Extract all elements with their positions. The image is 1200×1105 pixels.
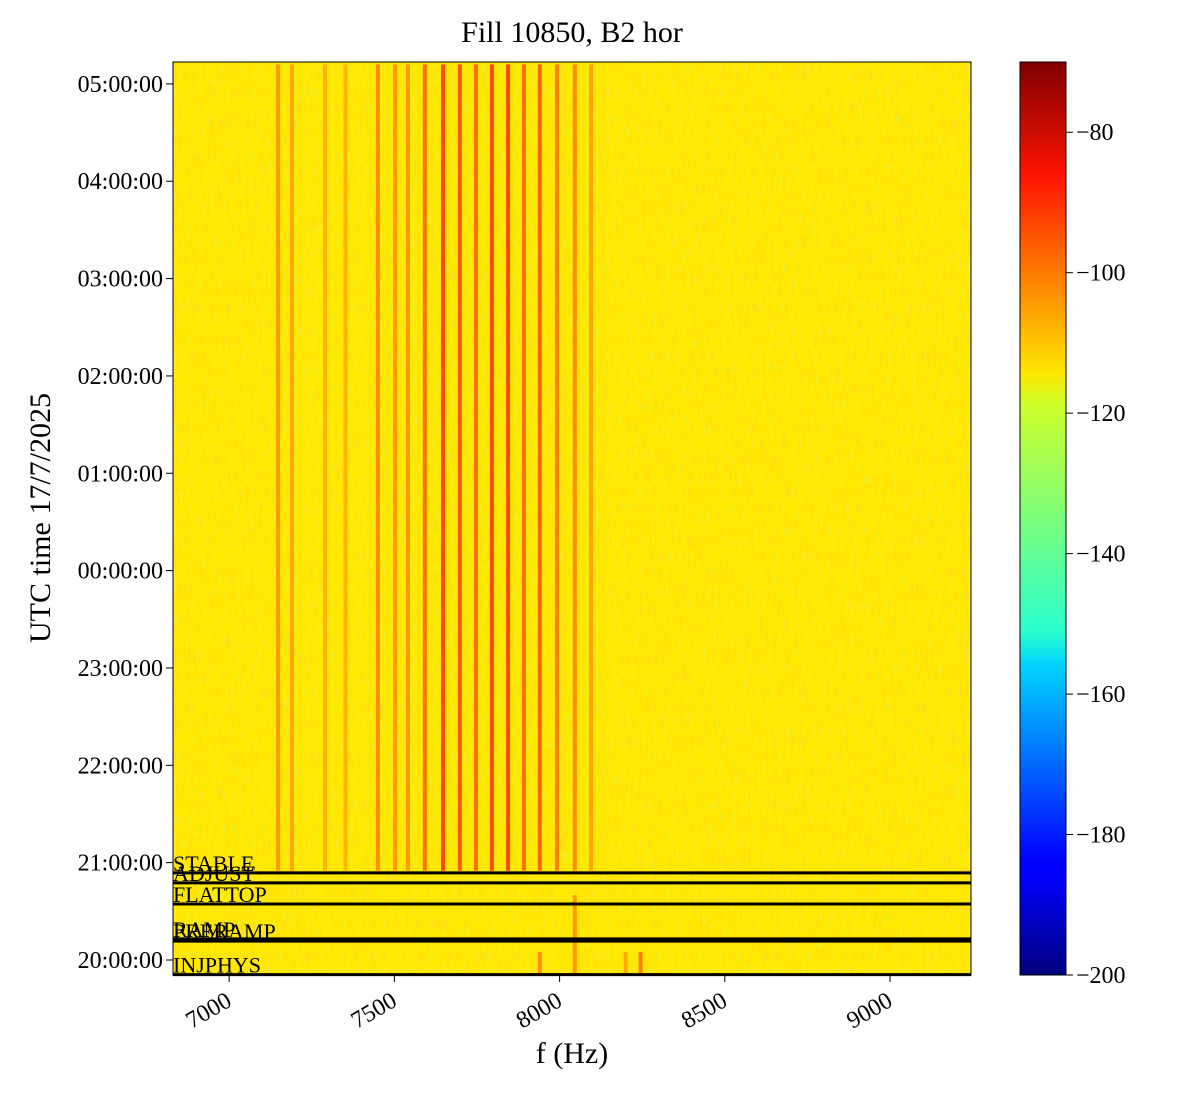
stripe	[422, 64, 427, 871]
colorbar-tick-label: −140	[1076, 542, 1126, 568]
colorbar-tick-label: −100	[1076, 261, 1126, 287]
phase-label: INJPHYS	[173, 953, 261, 978]
colorbar	[1019, 61, 1067, 976]
y-axis-label: UTC time 17/7/2025	[24, 393, 57, 643]
stripe	[474, 64, 479, 871]
stripe	[537, 951, 542, 973]
y-tick-label: 01:00:00	[78, 461, 163, 487]
y-tick-label: 03:00:00	[78, 267, 163, 293]
y-tick-label: 05:00:00	[78, 72, 163, 98]
x-tick-label: 9000	[842, 988, 897, 1035]
x-tick-label: 7000	[182, 988, 237, 1035]
stripe	[489, 64, 494, 871]
x-tick-label: 7500	[347, 988, 402, 1035]
y-tick-label: 02:00:00	[78, 364, 163, 390]
y-tick-label: 04:00:00	[78, 169, 163, 195]
stripe	[521, 64, 526, 871]
y-tick-label: 21:00:00	[78, 851, 163, 877]
y-tick-label: 20:00:00	[78, 948, 163, 974]
stripe	[405, 64, 410, 871]
colorbar-tick-label: −80	[1076, 120, 1114, 146]
colorbar-tick-label: −120	[1076, 401, 1126, 427]
stripe	[572, 895, 577, 973]
stripe	[589, 64, 593, 871]
stripe	[623, 951, 628, 973]
stripe	[375, 64, 380, 871]
phase-label: FLATTOP	[173, 882, 267, 907]
phase-label: RAMP	[173, 917, 235, 942]
stripe	[276, 64, 281, 871]
stripe	[638, 951, 643, 973]
phase-label: ADJUST	[173, 861, 255, 886]
colorbar-tick-label: −160	[1076, 682, 1126, 708]
x-tick-label: 8500	[677, 988, 732, 1035]
y-tick-label: 00:00:00	[78, 559, 163, 585]
x-tick-label: 8000	[512, 988, 567, 1035]
stripe	[393, 64, 398, 871]
stripe	[323, 64, 327, 871]
plot-frame	[172, 61, 972, 976]
x-axis-label: f (Hz)	[536, 1037, 608, 1070]
chart-title: Fill 10850, B2 hor	[461, 16, 683, 49]
noise-texture	[173, 62, 971, 975]
stripe	[457, 64, 462, 871]
phase-label: PRERAMP	[173, 919, 276, 944]
stripe	[572, 64, 577, 871]
y-tick-label: 22:00:00	[78, 753, 163, 779]
stripe	[289, 64, 294, 871]
stripe	[440, 64, 445, 871]
phase-label: STABLE	[173, 851, 254, 876]
colorbar-tick-label: −180	[1076, 823, 1126, 849]
stripe	[506, 64, 511, 871]
stripe	[554, 64, 559, 871]
colorbar-tick-label: −200	[1076, 963, 1126, 989]
stripe	[343, 64, 348, 871]
y-tick-label: 23:00:00	[78, 656, 163, 682]
stripe	[537, 64, 542, 871]
